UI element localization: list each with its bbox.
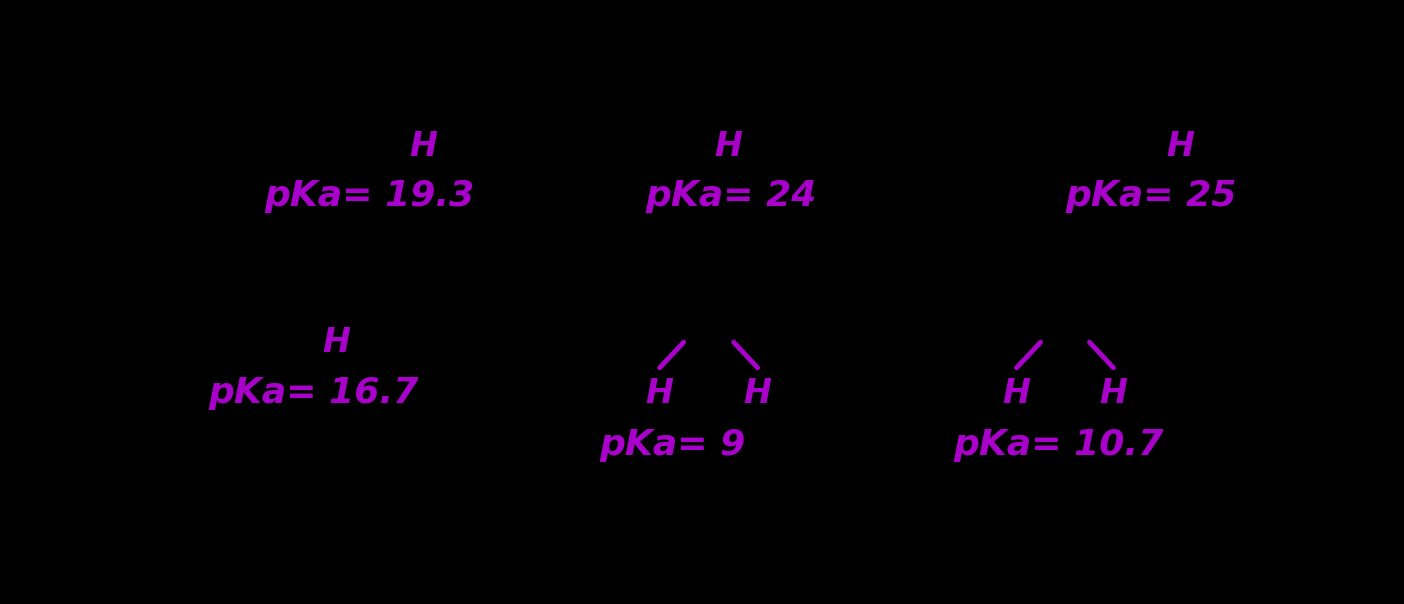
Text: pKa= 19.3: pKa= 19.3: [265, 179, 475, 213]
Text: pKa= 10.7: pKa= 10.7: [953, 428, 1164, 461]
Text: pKa= 25: pKa= 25: [1066, 179, 1237, 213]
Text: H: H: [744, 377, 772, 410]
Text: H: H: [323, 326, 351, 359]
Text: H: H: [1099, 377, 1127, 410]
Text: H: H: [715, 130, 743, 164]
Text: H: H: [646, 377, 674, 410]
Text: pKa= 9: pKa= 9: [600, 428, 746, 461]
Text: pKa= 16.7: pKa= 16.7: [208, 376, 418, 410]
Text: H: H: [410, 130, 438, 164]
Text: pKa= 24: pKa= 24: [646, 179, 817, 213]
Text: H: H: [1165, 130, 1193, 164]
Text: H: H: [1002, 377, 1031, 410]
